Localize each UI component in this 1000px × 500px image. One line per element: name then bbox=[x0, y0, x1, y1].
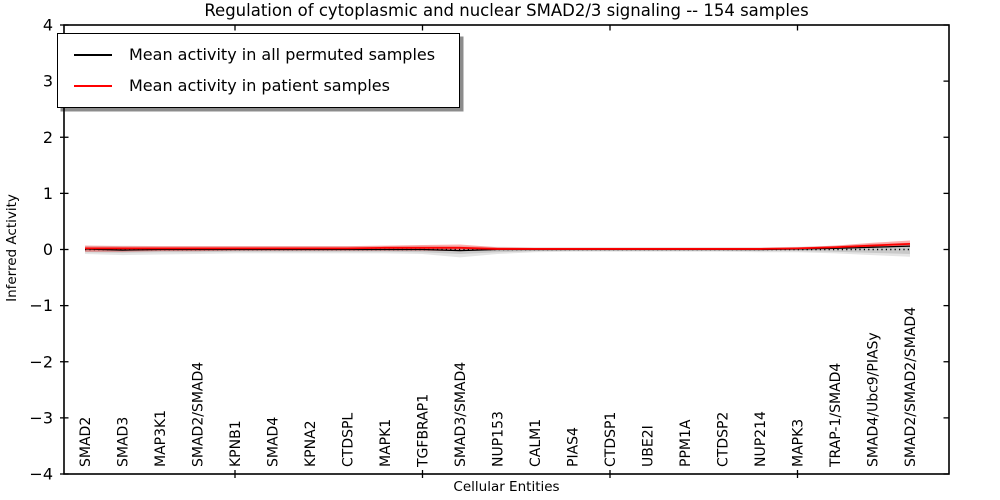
y-tick-label: 4 bbox=[43, 16, 53, 35]
x-axis-label: Cellular Entities bbox=[453, 479, 560, 495]
x-category-label: MAPK3 bbox=[791, 419, 807, 467]
x-category-label: NUP153 bbox=[491, 411, 507, 467]
y-tick-label: 3 bbox=[43, 72, 53, 91]
y-tick-label: 2 bbox=[43, 128, 53, 147]
y-tick-label: −2 bbox=[29, 352, 53, 371]
patient-line-sample-icon bbox=[74, 84, 112, 87]
x-category-label: CTDSPL bbox=[341, 413, 357, 467]
x-category-label: SMAD2/SMAD2/SMAD4 bbox=[903, 307, 919, 467]
x-category-label: KPNA2 bbox=[303, 420, 319, 467]
x-category-label: MAPK1 bbox=[378, 419, 394, 467]
x-category-label: CTDSP2 bbox=[716, 412, 732, 467]
x-category-label: TRAP-1/SMAD4 bbox=[828, 363, 844, 468]
y-tick-label: −3 bbox=[29, 408, 53, 427]
y-tick-label: −1 bbox=[29, 296, 53, 315]
x-category-label: NUP214 bbox=[753, 411, 769, 467]
x-category-label: PPM1A bbox=[678, 419, 694, 467]
chart-title: Regulation of cytoplasmic and nuclear SM… bbox=[204, 1, 809, 20]
patient-mean-line bbox=[85, 242, 911, 250]
legend-label-patient: Mean activity in patient samples bbox=[129, 76, 390, 95]
x-category-label: CALM1 bbox=[528, 419, 544, 467]
legend-label-permuted: Mean activity in all permuted samples bbox=[129, 45, 436, 64]
y-tick-label: 0 bbox=[43, 240, 53, 259]
x-category-label: KPNB1 bbox=[228, 420, 244, 467]
x-category-label: SMAD3 bbox=[116, 417, 132, 467]
x-category-label: SMAD4 bbox=[266, 417, 282, 467]
x-category-label: SMAD4/Ubc9/PIASy bbox=[866, 332, 882, 467]
legend-box: Mean activity in all permuted samples Me… bbox=[57, 33, 461, 108]
x-category-label: SMAD2/SMAD4 bbox=[191, 362, 207, 467]
x-category-label: UBE2I bbox=[641, 425, 657, 467]
x-category-label: SMAD3/SMAD4 bbox=[453, 362, 469, 467]
x-category-label: SMAD2 bbox=[78, 417, 94, 467]
permuted-line-sample-icon bbox=[74, 53, 112, 56]
x-category-label: PIAS4 bbox=[566, 427, 582, 467]
y-tick-label: 1 bbox=[43, 184, 53, 203]
legend-item-patient: Mean activity in patient samples bbox=[74, 70, 435, 101]
x-category-label: MAP3K1 bbox=[153, 410, 169, 467]
x-category-label: TGFBRAP1 bbox=[416, 394, 432, 468]
y-tick-label: −4 bbox=[29, 465, 53, 484]
legend-item-permuted: Mean activity in all permuted samples bbox=[74, 39, 435, 70]
x-category-label: CTDSP1 bbox=[603, 412, 619, 467]
